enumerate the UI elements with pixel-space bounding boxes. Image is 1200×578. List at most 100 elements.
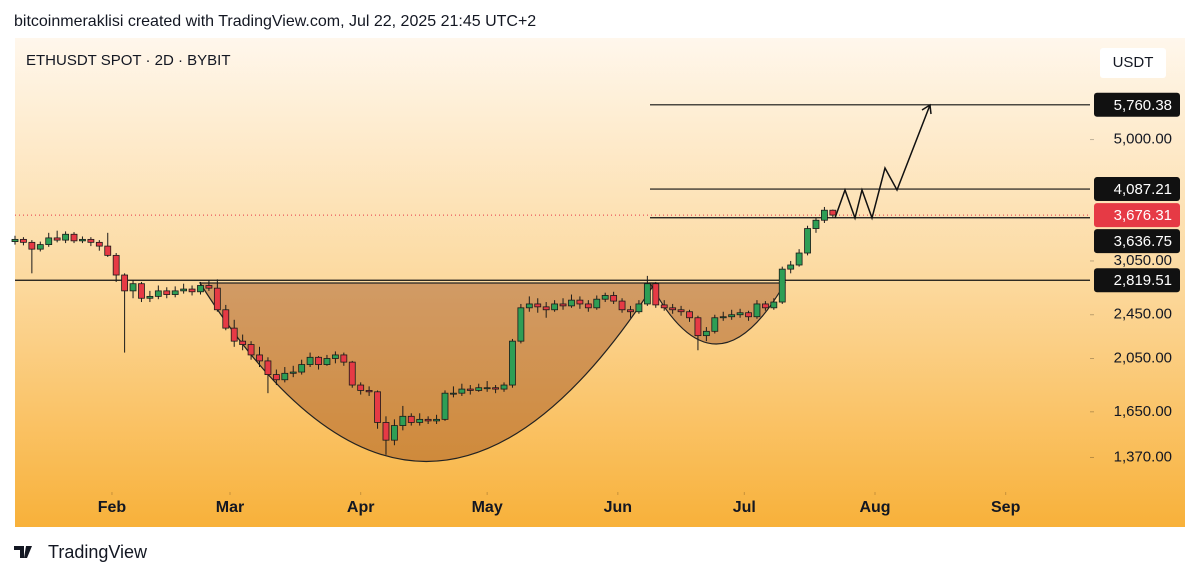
candle-body	[213, 287, 221, 311]
price-level-tag: 4,087.21	[1114, 181, 1172, 198]
plot: 5,000.00 3,050.00 2,450.00 2,050.00 1,650.00…	[15, 104, 1172, 516]
candle-body	[610, 295, 618, 302]
candle-body	[382, 422, 390, 441]
candle-body	[466, 388, 474, 391]
candle-body	[79, 238, 86, 242]
candle-body	[138, 283, 145, 299]
candle-body	[315, 356, 322, 365]
candle-body	[424, 418, 432, 422]
x-tick-label: Jul	[733, 499, 756, 516]
projection-path	[834, 104, 931, 221]
candle-body	[500, 384, 508, 390]
candle-body	[154, 290, 162, 297]
x-tick-label: Mar	[216, 499, 244, 516]
candle-body	[391, 425, 398, 441]
candle-body	[272, 374, 280, 381]
candle-body	[70, 233, 78, 242]
unit-box	[1100, 48, 1166, 78]
candle-body	[652, 283, 660, 306]
candle-body	[306, 356, 314, 365]
candle-body	[483, 387, 491, 390]
candle-body	[95, 241, 103, 247]
candle-body	[239, 340, 247, 345]
y-tick-label: 1,370.00	[1114, 448, 1172, 465]
current-price-tag-box	[1094, 203, 1180, 228]
candle-body	[525, 303, 533, 309]
price-level-tag: 2,819.51	[1114, 272, 1172, 289]
candles	[11, 206, 837, 455]
candle-body	[365, 390, 373, 393]
candle-body	[627, 309, 634, 313]
candle-body	[677, 309, 685, 313]
candle-body	[205, 285, 213, 289]
unit-label: USDT	[1113, 54, 1154, 71]
x-tick-label: Apr	[347, 499, 375, 516]
candle-body	[222, 309, 230, 329]
candle-body	[53, 237, 61, 241]
candle-body	[643, 283, 651, 305]
current-price-tag: 3,676.31	[1114, 207, 1172, 224]
candle-body	[686, 311, 693, 319]
price-level-tag-box	[1094, 177, 1180, 202]
candle-body	[618, 300, 626, 311]
candle-body	[36, 244, 44, 250]
candle-body	[112, 254, 120, 276]
candle-body	[264, 360, 272, 375]
candle-body	[711, 317, 719, 332]
arrow-head	[921, 103, 932, 115]
candle-body	[247, 344, 255, 356]
candle-body	[660, 304, 668, 309]
x-tick-label: Aug	[859, 499, 890, 516]
candle-body	[719, 316, 727, 319]
candle-body	[753, 303, 761, 318]
price-level-tag-box	[1094, 92, 1180, 117]
candle-body	[568, 299, 575, 307]
candle-body	[146, 295, 154, 299]
candle-body	[230, 327, 238, 342]
candle-body	[458, 388, 466, 394]
candle-body	[534, 303, 542, 308]
candle-body	[702, 330, 710, 337]
candle-body	[374, 391, 381, 423]
candle-body	[197, 285, 204, 293]
candle-body	[348, 361, 356, 386]
candle-body	[635, 303, 643, 313]
candle-body	[795, 252, 803, 266]
candle-body	[104, 245, 112, 256]
candle-body	[281, 372, 289, 381]
x-tick-label: Feb	[98, 499, 127, 516]
candle-body	[778, 268, 786, 303]
candle-body	[357, 384, 365, 391]
candle-body	[129, 283, 137, 292]
price-level-tag: 3,636.75	[1114, 233, 1172, 250]
logo	[14, 546, 32, 558]
candle-body	[475, 387, 483, 391]
candle-body	[584, 303, 592, 309]
candle-body	[821, 209, 828, 221]
candle-body	[517, 307, 525, 342]
candle-body	[256, 354, 263, 362]
candle-body	[180, 288, 188, 292]
symbol-title: ETHUSDT SPOT · 2D · BYBIT	[26, 52, 230, 69]
candle-body	[45, 237, 53, 245]
candle-body	[770, 301, 778, 309]
handle-shape	[648, 282, 787, 345]
candle-body	[761, 303, 769, 309]
candle-body	[441, 392, 449, 420]
candle-body	[559, 303, 567, 307]
price-level-tag: 5,760.38	[1114, 97, 1172, 114]
candle-body	[745, 312, 752, 318]
candle-body	[787, 264, 795, 270]
candle-body	[298, 364, 306, 373]
candle-body	[163, 290, 171, 295]
candle-body	[804, 228, 811, 254]
candle-body	[450, 392, 457, 395]
y-tick-label: 2,450.00	[1114, 306, 1172, 323]
candle-body	[669, 307, 677, 311]
candle-body	[11, 238, 19, 242]
candle-body	[416, 418, 424, 423]
candle-body	[694, 317, 702, 337]
candle-body	[551, 303, 559, 311]
candle-body	[62, 233, 69, 241]
